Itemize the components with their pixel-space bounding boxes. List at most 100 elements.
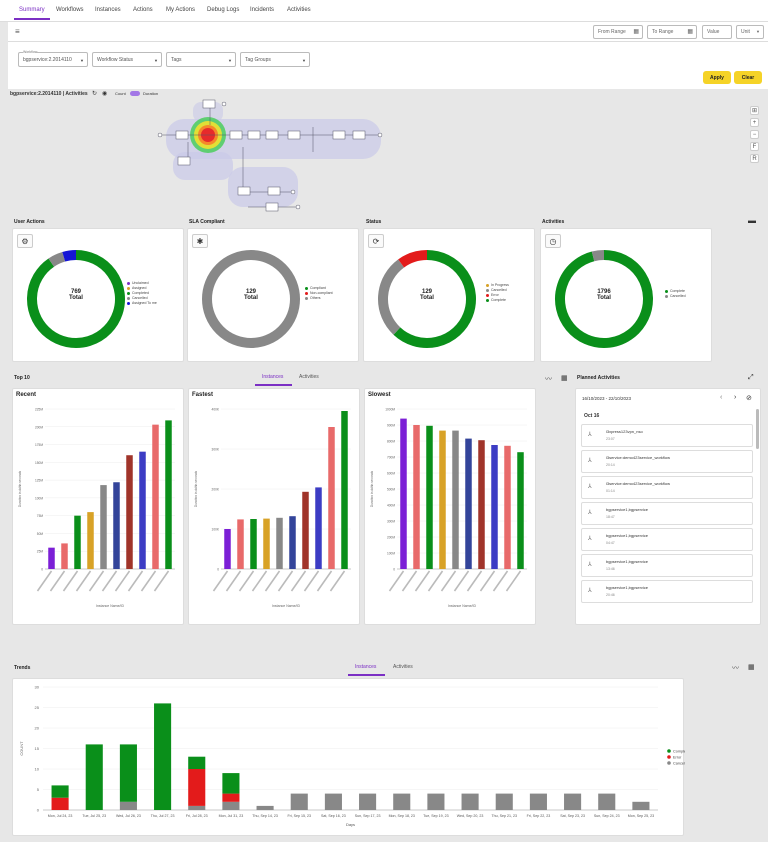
to-range-field[interactable]: To Range ▦ xyxy=(647,25,697,39)
tab-instances[interactable]: Instances xyxy=(95,7,121,13)
workflow-status-select[interactable]: Workflow Status ▼ xyxy=(92,52,162,67)
bar-segment[interactable] xyxy=(564,793,582,810)
top10-tab-activities[interactable]: Activities xyxy=(299,374,319,380)
trends-tab-instances[interactable]: Instances xyxy=(355,664,377,670)
tab-activities[interactable]: Activities xyxy=(287,7,311,13)
bar-segment[interactable] xyxy=(427,793,445,810)
bar[interactable] xyxy=(276,517,283,569)
planned-item[interactable]: ⅄ bgpservice1,bgpservice 20:46 xyxy=(581,580,753,603)
bar[interactable] xyxy=(263,518,270,569)
expand-icon[interactable]: ⤢ xyxy=(748,374,754,381)
fit-icon[interactable]: ⊞ xyxy=(750,106,759,115)
fullscreen-icon[interactable]: F xyxy=(750,142,759,151)
bar-segment[interactable] xyxy=(529,793,547,810)
bar[interactable] xyxy=(302,491,309,569)
bar-segment[interactable] xyxy=(188,756,206,769)
bar-segment[interactable] xyxy=(222,793,240,802)
tab-workflows[interactable]: Workflows xyxy=(56,7,84,13)
zoom-in-icon[interactable]: + xyxy=(750,118,759,127)
bar[interactable] xyxy=(504,445,511,569)
bar[interactable] xyxy=(48,547,55,569)
bar[interactable] xyxy=(400,418,407,569)
bar[interactable] xyxy=(478,440,485,569)
download-icon[interactable]: ◉ xyxy=(102,91,108,97)
bar-segment[interactable] xyxy=(222,801,240,810)
bar[interactable] xyxy=(452,430,459,569)
value-field[interactable]: Value xyxy=(702,25,732,39)
top10-tab-instances[interactable]: Instances xyxy=(262,374,284,380)
bar-segment[interactable] xyxy=(598,793,616,810)
trends-tab-activities[interactable]: Activities xyxy=(393,664,413,670)
filter-off-icon[interactable]: ⊘ xyxy=(746,395,752,402)
bar[interactable] xyxy=(341,411,348,569)
line-chart-icon[interactable]: 〰 xyxy=(545,376,552,383)
bar-segment[interactable] xyxy=(393,793,411,810)
bar-segment[interactable] xyxy=(222,773,240,794)
bar-segment[interactable] xyxy=(85,744,103,810)
bar[interactable] xyxy=(237,519,244,569)
count-duration-toggle[interactable] xyxy=(130,91,140,96)
bar-segment[interactable] xyxy=(495,793,513,810)
planned-item[interactable]: ⅄ bgpservice1,bgpservice 13:46 xyxy=(581,554,753,577)
table-icon[interactable]: ▦ xyxy=(561,375,568,382)
bar-segment[interactable] xyxy=(119,801,137,810)
reset-icon[interactable]: R xyxy=(750,154,759,163)
tab-summary[interactable]: Summary xyxy=(19,7,45,13)
bar[interactable] xyxy=(289,516,296,569)
clear-button[interactable]: Clear xyxy=(734,71,762,84)
bar[interactable] xyxy=(87,512,94,569)
bar[interactable] xyxy=(61,543,68,569)
planned-item[interactable]: ⅄ l3service:demo423service_workflow 20:14 xyxy=(581,450,753,473)
table-icon[interactable]: ▦ xyxy=(748,664,755,671)
bar-segment[interactable] xyxy=(290,793,308,810)
scrollbar[interactable] xyxy=(756,409,759,449)
bar[interactable] xyxy=(491,445,498,569)
line-chart-icon[interactable]: 〰 xyxy=(732,665,739,672)
bar[interactable] xyxy=(517,452,524,569)
table-view-icon[interactable]: ▬ xyxy=(748,216,756,225)
bar[interactable] xyxy=(113,482,120,569)
tab-actions[interactable]: Actions xyxy=(133,7,153,13)
bar[interactable] xyxy=(100,485,107,569)
next-week-icon[interactable]: › xyxy=(734,394,737,401)
from-range-field[interactable]: From Range ▦ xyxy=(593,25,643,39)
bar-segment[interactable] xyxy=(119,744,137,802)
bar[interactable] xyxy=(74,515,81,569)
bar-segment[interactable] xyxy=(51,797,69,810)
process-flow-graph[interactable] xyxy=(148,97,398,217)
bar-segment[interactable] xyxy=(256,805,274,810)
tab-debug-logs[interactable]: Debug Logs xyxy=(207,7,240,13)
bar-segment[interactable] xyxy=(461,793,479,810)
apply-button[interactable]: Apply xyxy=(703,71,731,84)
bar[interactable] xyxy=(126,455,133,569)
tag-groups-select[interactable]: Tag Groups ▼ xyxy=(240,52,310,67)
bar[interactable] xyxy=(224,529,231,569)
bar-segment[interactable] xyxy=(359,793,377,810)
bar-segment[interactable] xyxy=(154,703,172,810)
unit-select[interactable]: Unit ▼ xyxy=(736,25,764,39)
tab-incidents[interactable]: Incidents xyxy=(250,7,275,13)
tags-select[interactable]: Tags ▼ xyxy=(166,52,236,67)
filter-icon[interactable]: ≡ xyxy=(15,27,20,36)
bar[interactable] xyxy=(413,425,420,569)
bar-segment[interactable] xyxy=(324,793,342,810)
bar-segment[interactable] xyxy=(188,769,206,806)
bar[interactable] xyxy=(426,425,433,569)
bar[interactable] xyxy=(152,424,159,569)
planned-item[interactable]: ⅄ l3xpress123vpn_nso 23:07 xyxy=(581,424,753,447)
bar[interactable] xyxy=(315,487,322,569)
bar[interactable] xyxy=(165,420,172,569)
bar-segment[interactable] xyxy=(632,801,650,810)
workflow-select[interactable]: Workflow bgpservice:2.2014110 ▼ xyxy=(18,50,88,67)
zoom-out-icon[interactable]: − xyxy=(750,130,759,139)
prev-week-icon[interactable]: ‹ xyxy=(720,394,723,401)
bar[interactable] xyxy=(139,451,146,569)
bar[interactable] xyxy=(439,430,446,569)
bar[interactable] xyxy=(250,519,257,569)
planned-item[interactable]: ⅄ l3service:demo423service_workflow 01:14 xyxy=(581,476,753,499)
planned-item[interactable]: ⅄ bgpservice1,bgpservice 18:47 xyxy=(581,502,753,525)
bar-segment[interactable] xyxy=(51,785,69,798)
bar[interactable] xyxy=(465,438,472,569)
bar-segment[interactable] xyxy=(188,805,206,810)
tab-my-actions[interactable]: My Actions xyxy=(166,7,196,13)
